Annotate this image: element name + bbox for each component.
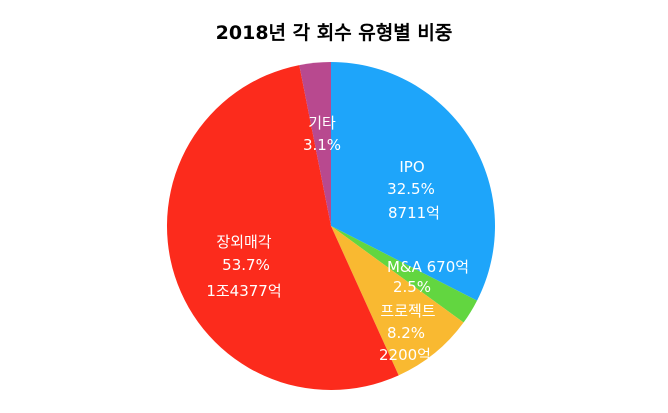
pie-slice-2	[331, 226, 478, 323]
slice-label-4-percent: 53.7%	[222, 256, 270, 274]
slice-label-2-name: M&A 670억	[387, 258, 469, 276]
pie-slice-5	[299, 62, 331, 226]
slice-label-3-value: 2200억	[379, 346, 431, 364]
slice-label-4-name: 장외매각	[216, 233, 271, 251]
slice-label-1-value: 8711억	[388, 204, 440, 222]
slice-label-1-name: IPO	[399, 158, 424, 176]
slice-label-3-name: 프로젝트	[380, 302, 435, 320]
slice-label-5-percent: 3.1%	[303, 136, 341, 154]
pie-slice-4	[166, 65, 399, 391]
slice-label-2-percent: 2.5%	[393, 278, 431, 296]
slice-label-1-percent: 32.5%	[387, 180, 435, 198]
slice-label-3-percent: 8.2%	[387, 324, 425, 342]
slice-label-4-value: 1조4377억	[206, 282, 281, 300]
slice-label-5-name: 기타	[308, 114, 336, 132]
pie-slice-1	[331, 62, 495, 301]
pie-slice-3	[331, 226, 464, 376]
chart-title: 2018년 각 회수 유형별 비중	[215, 22, 453, 44]
